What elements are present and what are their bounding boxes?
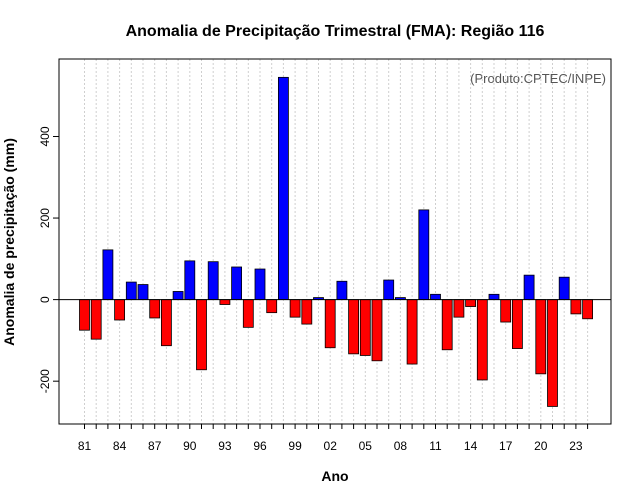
bar-1992 <box>207 261 219 301</box>
bar-2011 <box>430 293 441 301</box>
bar-2000 <box>301 299 313 325</box>
bar-1983 <box>102 249 114 301</box>
bar-2012 <box>441 299 453 351</box>
bar-1989 <box>172 291 184 301</box>
bar-1996 <box>254 268 266 301</box>
bar-1982 <box>90 299 102 340</box>
bar-2007 <box>383 279 395 301</box>
bar-1986 <box>137 284 149 301</box>
bar-2014 <box>465 299 477 307</box>
bar-1997 <box>266 299 278 314</box>
x-tick-label: 23 <box>569 439 583 453</box>
y-tick-label: 200 <box>38 208 52 228</box>
bar-2020 <box>535 299 547 375</box>
bar-1988 <box>160 299 172 347</box>
bar-2010 <box>418 209 430 301</box>
bar-1981 <box>79 299 90 331</box>
source-annotation: (Produto:CPTEC/INPE) <box>470 71 606 86</box>
bar-2015 <box>476 299 488 381</box>
bars-layer <box>79 76 593 407</box>
bar-2016 <box>488 293 500 301</box>
bar-2022 <box>558 276 570 301</box>
bar-2004 <box>348 299 360 355</box>
bar-2023 <box>570 299 582 315</box>
bar-2018 <box>512 299 523 349</box>
x-tick-label: 81 <box>78 439 92 453</box>
bar-1984 <box>114 299 125 321</box>
chart-title: Anomalia de Precipitação Trimestral (FMA… <box>126 23 545 40</box>
x-tick-label: 93 <box>218 439 232 453</box>
x-tick-label: 08 <box>394 439 408 453</box>
plot-frame <box>58 58 612 425</box>
x-tick-label: 84 <box>113 439 127 453</box>
bar-2005 <box>359 299 371 356</box>
axes-layer: -200 0 200 400 81 84 87 90 93 96 99 02 05 08 11 14 17 20 2… <box>38 58 612 453</box>
bar-1991 <box>196 299 207 371</box>
x-tick-label: 11 <box>429 439 442 453</box>
x-tick-label: 99 <box>288 439 302 453</box>
x-tick-label: 90 <box>183 439 197 453</box>
x-tick-label: 14 <box>464 439 478 453</box>
bar-1994 <box>231 266 243 301</box>
x-axis-title: Ano <box>321 468 348 484</box>
bar-2019 <box>523 274 535 301</box>
bar-1987 <box>149 299 161 319</box>
bar-1993 <box>219 299 231 305</box>
x-tick-label: 87 <box>148 439 162 453</box>
bar-2006 <box>371 299 383 362</box>
bar-2002 <box>324 299 336 349</box>
y-axis-title: Anomalia de precipitação (mm) <box>1 138 17 346</box>
y-tick-label: 400 <box>38 126 52 146</box>
x-tick-label: 96 <box>253 439 267 453</box>
bar-2003 <box>336 280 348 301</box>
x-tick-label: 17 <box>499 439 513 453</box>
bar-2009 <box>406 299 418 365</box>
bar-1999 <box>289 299 301 318</box>
x-tick-label: 20 <box>534 439 548 453</box>
bar-1998 <box>277 76 289 301</box>
bar-2017 <box>500 299 512 323</box>
bar-1985 <box>125 281 137 301</box>
grid-layer <box>84 59 589 424</box>
x-tick-label: 05 <box>359 439 373 453</box>
bar-1995 <box>242 299 254 328</box>
bar-2013 <box>453 299 465 318</box>
bar-2024 <box>582 299 593 320</box>
y-tick-label: -200 <box>38 369 52 393</box>
bar-2021 <box>547 299 558 407</box>
bar-1990 <box>184 260 196 301</box>
x-tick-label: 02 <box>324 439 338 453</box>
y-tick-label: 0 <box>38 296 52 303</box>
